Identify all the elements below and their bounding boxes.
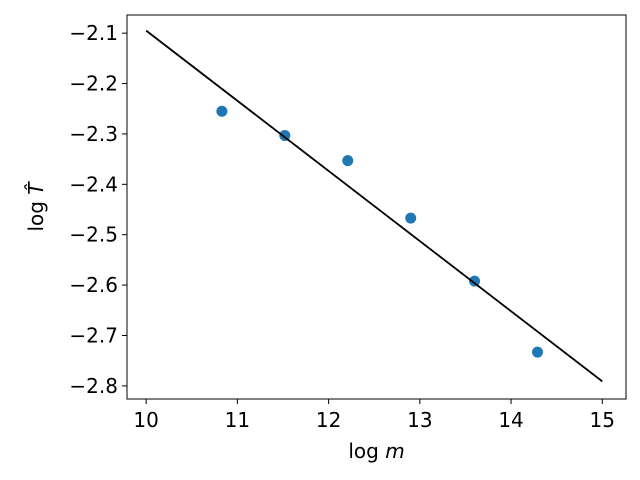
- data-point: [342, 155, 354, 167]
- fit-line: [145, 29, 603, 383]
- data-point: [216, 105, 228, 117]
- y-tick-label: −2.5: [69, 223, 118, 247]
- data-point: [279, 129, 291, 141]
- x-tick-label: 14: [498, 408, 523, 432]
- axes-frame: [126, 14, 627, 400]
- data-point: [532, 346, 544, 358]
- y-tick-label: −2.3: [69, 122, 118, 146]
- x-tick-label: 11: [225, 408, 250, 432]
- y-tick-label: −2.1: [69, 21, 118, 45]
- x-tick-label: 13: [407, 408, 432, 432]
- y-tick-label: −2.7: [69, 324, 118, 348]
- data-point: [469, 275, 481, 287]
- x-tick-label: 12: [316, 408, 341, 432]
- x-tick-label: 10: [133, 408, 158, 432]
- x-tick-label: 15: [590, 408, 615, 432]
- y-tick-label: −2.2: [69, 72, 118, 96]
- plot-area: [145, 29, 603, 383]
- x-axis-label: log m: [348, 439, 404, 463]
- axis-ticks: 10 11 12 13 14 15 −2.1 −2.2 −2.3 −2.4 −2.5 −2.6 −2.7…: [69, 21, 615, 432]
- y-axis-label: log T̂: [24, 181, 48, 232]
- data-point: [405, 212, 417, 224]
- y-tick-label: −2.6: [69, 273, 118, 297]
- y-tick-label: −2.4: [69, 172, 118, 196]
- y-tick-label: −2.8: [69, 374, 118, 398]
